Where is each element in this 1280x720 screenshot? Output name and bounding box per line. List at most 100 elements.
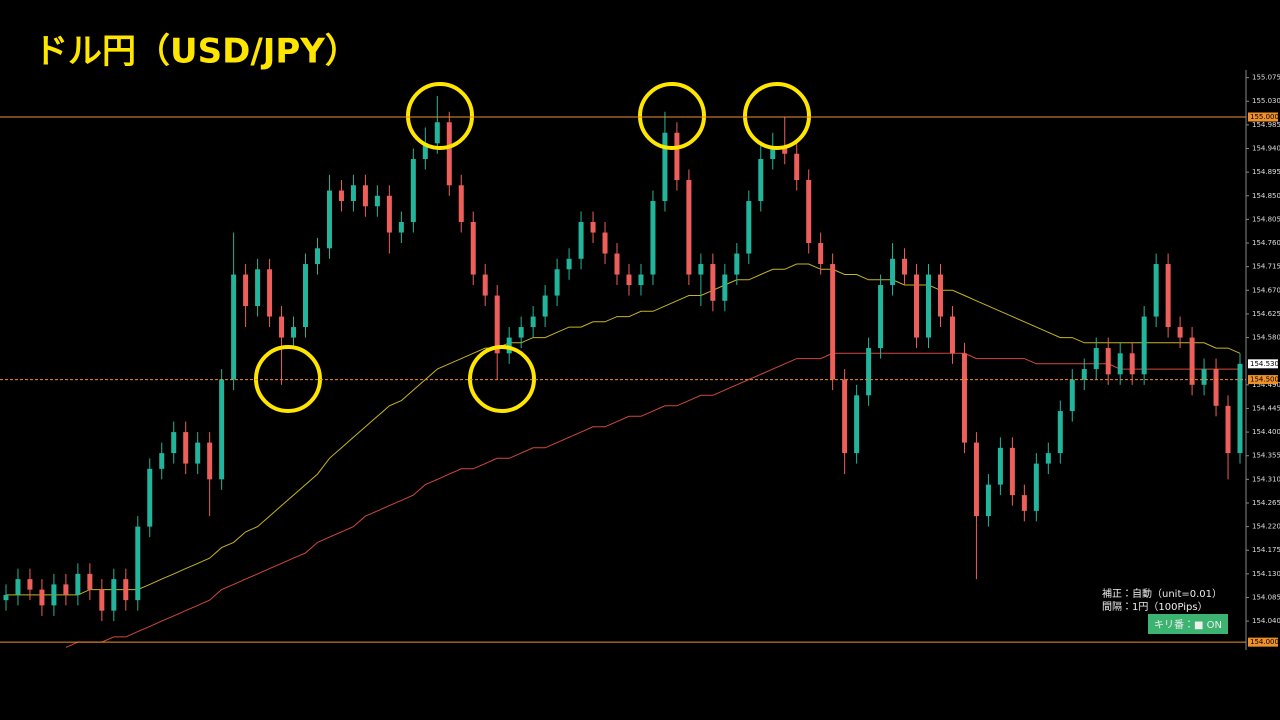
candle-body (314, 248, 320, 265)
plot-area (3, 95, 1243, 648)
candle-body (1141, 316, 1147, 375)
y-tick-label: 154.265 (1252, 499, 1280, 507)
y-tick-label: 154.715 (1252, 263, 1280, 271)
candle-body (985, 484, 991, 517)
price-label: 155.000 (1250, 113, 1279, 121)
candle-body (518, 327, 524, 338)
highlight-circle (638, 82, 706, 150)
candle-body (1045, 453, 1051, 464)
y-tick-label: 154.670 (1252, 286, 1280, 294)
candle-body (63, 584, 69, 595)
candle-body (386, 195, 392, 233)
y-tick-label: 154.490 (1252, 381, 1280, 389)
price-label-box (1248, 375, 1278, 385)
y-tick-label: 154.310 (1252, 475, 1280, 483)
candle-body (842, 379, 848, 454)
candle-body (782, 148, 788, 154)
y-tick-label: 154.985 (1252, 121, 1280, 129)
candle-body (650, 201, 656, 275)
candle-body (27, 579, 33, 590)
price-label-box (1248, 112, 1278, 122)
y-tick-label: 154.175 (1252, 546, 1280, 554)
candle-body (770, 148, 776, 160)
candle-body (1069, 379, 1075, 412)
candle-body (279, 316, 285, 338)
candle-body (494, 295, 500, 354)
highlight-circle (743, 82, 811, 150)
candle-body (243, 274, 249, 307)
candle-body (231, 274, 237, 380)
candle-body (710, 264, 716, 301)
candle-body (255, 269, 261, 307)
candle-body (458, 185, 464, 223)
candle-body (1117, 353, 1123, 375)
candle-body (530, 316, 536, 328)
candle-body (39, 589, 45, 606)
candle-body (1153, 264, 1159, 317)
y-tick-label: 154.760 (1252, 239, 1280, 247)
y-tick-label: 154.850 (1252, 192, 1280, 200)
candle-body (1129, 353, 1135, 375)
candle-body (51, 584, 57, 606)
candle-body (949, 316, 955, 354)
candle-body (1189, 337, 1195, 385)
candle-body (15, 579, 21, 595)
toggle-button-label[interactable]: キリ番：■ ON (1154, 619, 1222, 631)
candle-body (674, 132, 680, 181)
candle-body (362, 185, 368, 207)
candle-body (135, 526, 141, 601)
candle-body (578, 222, 584, 259)
candle-body (338, 190, 344, 202)
candle-body (1225, 405, 1231, 454)
candle-body (183, 432, 189, 464)
candle-body (973, 442, 979, 517)
candle-body (1237, 363, 1243, 454)
candle-body (722, 274, 728, 301)
candle-body (686, 180, 692, 275)
y-tick-label: 155.075 (1252, 74, 1280, 82)
candle-body (3, 594, 9, 601)
candle-body (1033, 463, 1039, 511)
candle-body (219, 379, 225, 480)
candle-body (1165, 264, 1171, 328)
candle-body (506, 337, 512, 354)
candle-body (554, 269, 560, 296)
y-tick-label: 154.895 (1252, 168, 1280, 176)
y-tick-label: 154.625 (1252, 310, 1280, 318)
candle-body (794, 153, 800, 181)
candle-body (878, 285, 884, 349)
candle-body (374, 195, 380, 207)
candle-body (614, 253, 620, 275)
highlight-circle (406, 82, 474, 150)
candle-body (1105, 348, 1111, 375)
annotations (254, 82, 811, 413)
candle-body (99, 589, 105, 611)
candle-body (171, 432, 177, 454)
candle-body (566, 258, 572, 270)
toggle-button[interactable] (1148, 614, 1228, 634)
candle-body (303, 264, 309, 328)
candle-body (1213, 369, 1219, 406)
candle-body (746, 201, 752, 254)
candle-body (902, 258, 908, 275)
highlight-circle (254, 345, 322, 413)
y-tick-label: 154.940 (1252, 145, 1280, 153)
moving-average-line (65, 352, 1240, 648)
candle-body (1009, 447, 1015, 496)
info-text: 間隔：1円（100Pips） (1102, 601, 1208, 613)
y-tick-label: 154.805 (1252, 215, 1280, 223)
candle-body (1081, 369, 1087, 380)
candle-body (997, 447, 1003, 485)
candle-body (195, 442, 201, 464)
candle-body (159, 453, 165, 469)
candle-body (350, 185, 356, 202)
y-tick-label: 154.220 (1252, 523, 1280, 531)
candle-body (1021, 495, 1027, 511)
candle-body (147, 468, 153, 527)
price-label-box (1248, 359, 1278, 369)
candle-body (890, 258, 896, 286)
candle-body (854, 395, 860, 454)
candle-body (1177, 327, 1183, 338)
